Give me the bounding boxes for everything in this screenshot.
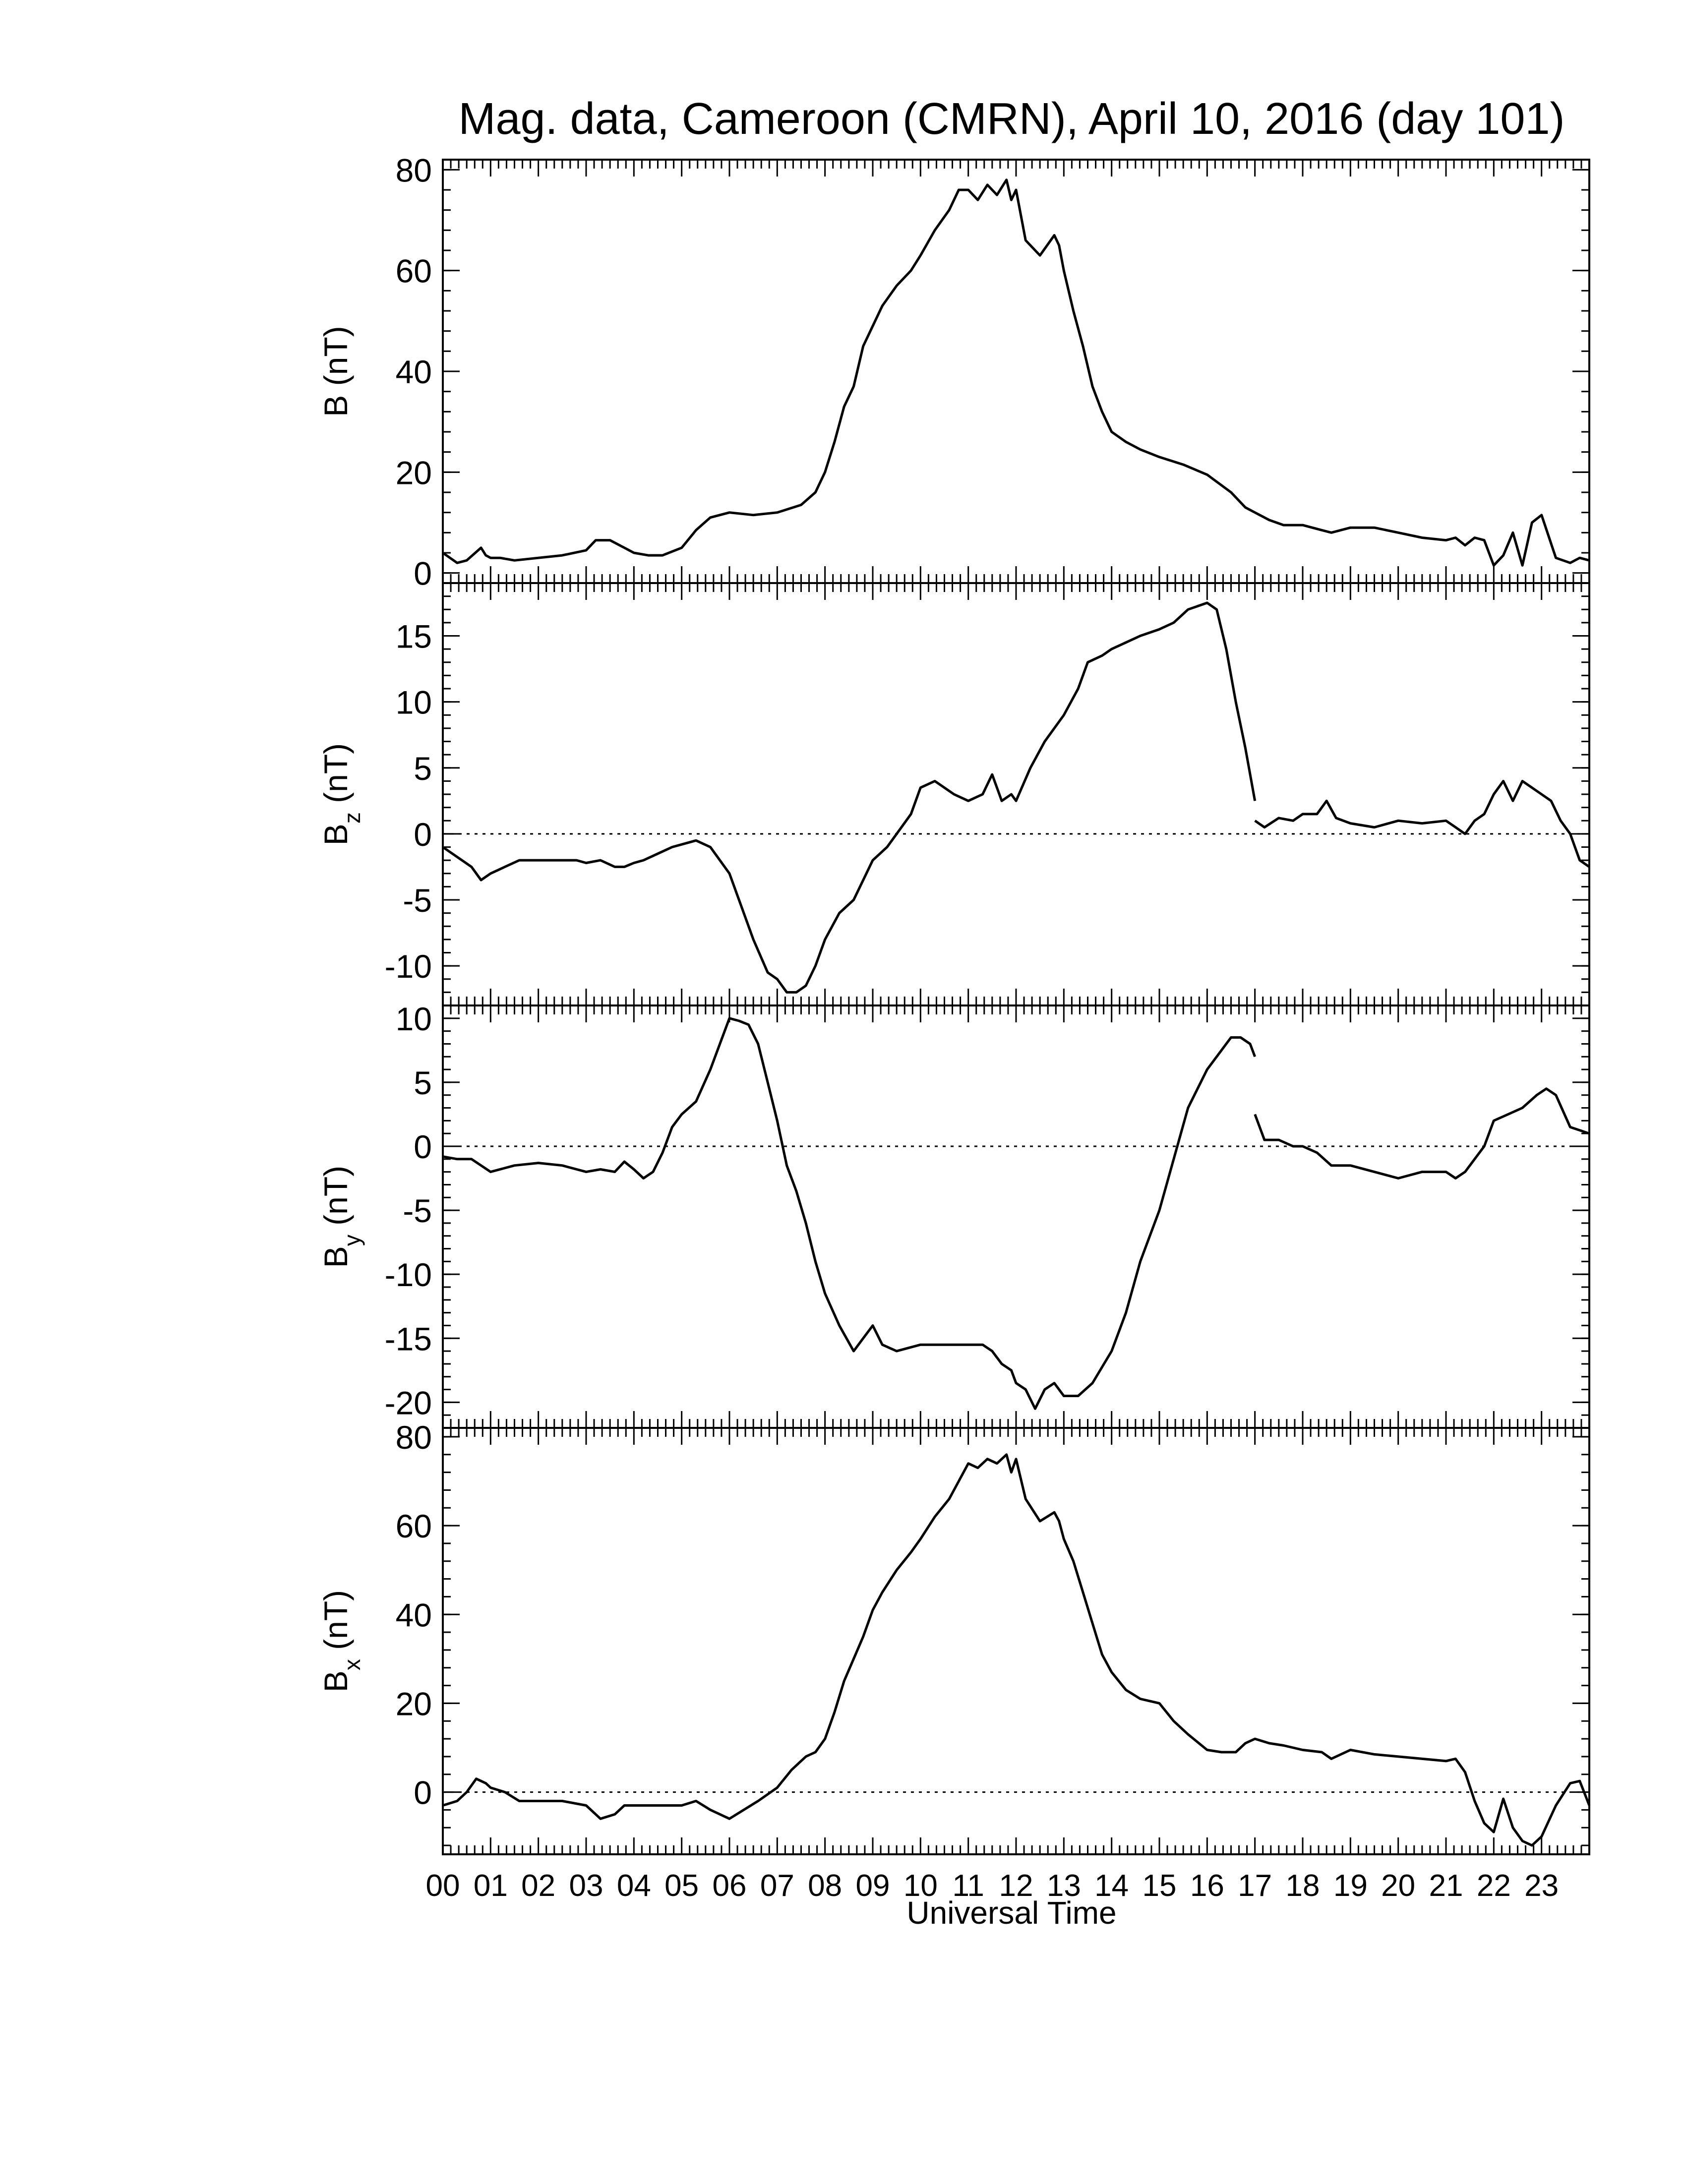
y-tick-label-By: 0 [414, 1128, 432, 1165]
x-tick-label: 13 [1047, 1869, 1081, 1903]
x-tick-label: 03 [569, 1869, 603, 1903]
y-tick-label-Bx: 40 [396, 1596, 432, 1633]
x-tick-label: 01 [474, 1869, 508, 1903]
x-tick-label: 09 [856, 1869, 890, 1903]
y-tick-label-Bz: 5 [414, 750, 432, 787]
x-tick-label: 20 [1381, 1869, 1415, 1903]
x-tick-label: 06 [713, 1869, 747, 1903]
y-tick-label-Bz: -5 [403, 882, 432, 919]
y-axis-label-Bz: Bz (nT) [317, 743, 365, 845]
y-tick-label-Bz: 10 [396, 684, 432, 721]
x-tick-label: 16 [1190, 1869, 1224, 1903]
chart-title: Mag. data, Cameroon (CMRN), April 10, 20… [458, 94, 1565, 144]
y-tick-label-B: 20 [396, 454, 432, 491]
y-axis-label-unit: (nT) [317, 1590, 354, 1659]
x-tick-label: 12 [999, 1869, 1033, 1903]
y-tick-label-B: 40 [396, 354, 432, 390]
x-tick-label: 17 [1238, 1869, 1272, 1903]
x-tick-label: 14 [1094, 1869, 1129, 1903]
y-tick-label-Bx: 60 [396, 1508, 432, 1544]
panel-frame-B [442, 159, 1590, 584]
panel-frame-By [442, 1004, 1590, 1429]
panel-B: 0 20 40 60 80 B (nT) [317, 152, 1590, 592]
x-tick-label: 00 [426, 1869, 460, 1903]
y-tick-label-By: -20 [385, 1384, 432, 1421]
panel-Bz: -10 -5 0 5 10 15 Bz (nT) [317, 582, 1590, 1006]
y-axis-label-main: B [317, 1246, 354, 1268]
y-tick-label-Bz: 0 [414, 816, 432, 853]
y-tick-label-Bz: 15 [396, 618, 432, 655]
y-tick-label-Bx: 20 [396, 1685, 432, 1722]
x-tick-label: 15 [1143, 1869, 1177, 1903]
series-line-Bz-segment-2 [1254, 779, 1590, 868]
series-line-Bx [442, 1453, 1591, 1847]
y-tick-label-By: -5 [403, 1192, 432, 1229]
y-tick-label-B: 0 [414, 555, 432, 592]
y-tick-label-Bx: 0 [414, 1774, 432, 1811]
y-axis-label-Bx: Bx (nT) [317, 1590, 365, 1692]
x-tick-label: 07 [760, 1869, 794, 1903]
y-axis-label-sub: y [339, 1235, 365, 1246]
y-tick-label-Bz: -10 [385, 948, 432, 985]
x-tick-label: 18 [1286, 1869, 1320, 1903]
y-axis-label-sub: z [339, 812, 365, 824]
x-tick-label: 19 [1333, 1869, 1368, 1903]
x-tick-label: 05 [664, 1869, 699, 1903]
x-tick-label: 04 [617, 1869, 651, 1903]
x-tick-label: 08 [808, 1869, 842, 1903]
y-axis-label-unit: (nT) [317, 326, 354, 395]
series-line-B [442, 178, 1590, 567]
panel-By: -20 -15 -10 -5 0 5 10 By (nT) [317, 1001, 1590, 1429]
y-axis-label-B: B (nT) [317, 326, 354, 416]
x-tick-label: 22 [1477, 1869, 1511, 1903]
y-axis-label-unit: (nT) [317, 743, 354, 812]
y-tick-label-By: -10 [385, 1256, 432, 1293]
x-tick-label: 10 [903, 1869, 938, 1903]
series-line-By-segment-2 [1254, 1087, 1590, 1180]
y-tick-label-By: 10 [396, 1001, 432, 1037]
y-tick-label-B: 80 [396, 152, 432, 188]
x-tick-label: 21 [1429, 1869, 1463, 1903]
panel-Bx: 0 20 40 60 80 Bx (nT) 00 01 02 03 04 05 06 07 08 09 10 11… [317, 1419, 1591, 1903]
y-axis-label-main: B [317, 1670, 354, 1692]
x-axis-label: Universal Time [906, 1895, 1116, 1931]
y-axis-label-main: B [317, 824, 354, 845]
x-tick-label: 23 [1524, 1869, 1559, 1903]
y-tick-label-Bx: 80 [396, 1419, 432, 1456]
series-line-By [442, 1017, 1257, 1410]
y-axis-label-main: B [317, 395, 354, 417]
y-axis-label-By: By (nT) [317, 1166, 365, 1268]
y-tick-label-By: -15 [385, 1320, 432, 1357]
panel-frame-Bz [442, 582, 1590, 1006]
panel-frame-Bx [442, 1427, 1590, 1855]
x-tick-label: 02 [521, 1869, 555, 1903]
y-axis-label-sub: x [339, 1659, 365, 1670]
y-axis-label-unit: (nT) [317, 1166, 354, 1235]
y-tick-label-B: 60 [396, 253, 432, 290]
x-tick-label: 11 [952, 1869, 984, 1903]
series-line-Bz [442, 601, 1257, 994]
y-tick-label-By: 5 [414, 1064, 432, 1101]
